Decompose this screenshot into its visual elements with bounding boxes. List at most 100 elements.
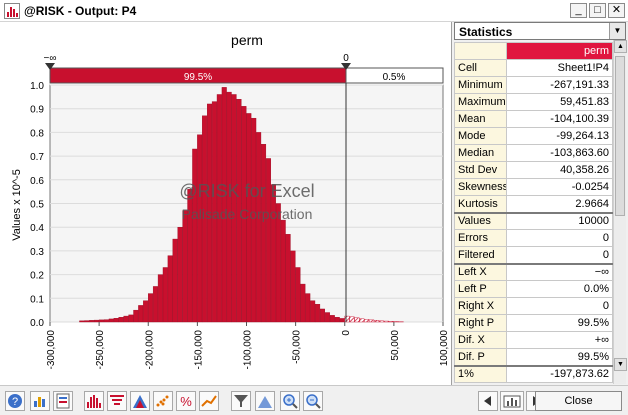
histogram-bar [138, 305, 144, 323]
x-axis-ticks: -300,000 -250,000 -200,000 -150,000 -100,000… [46, 322, 450, 369]
right-delimiter-handle[interactable] [341, 63, 351, 70]
scroll-up-icon[interactable]: ▲ [614, 40, 627, 53]
histogram-bar [305, 293, 311, 323]
report-button[interactable] [53, 391, 73, 411]
stats-label: Kurtosis [454, 195, 507, 213]
window-title: @RISK - Output: P4 [24, 4, 137, 18]
arrow-left-icon [484, 396, 491, 406]
stats-row: Minimum -267,191.33 [454, 76, 613, 94]
statistics-dropdown[interactable]: Statistics ▼ [454, 22, 626, 40]
stats-value: 0 [506, 246, 613, 264]
histogram-bar [94, 319, 100, 323]
stats-value: 59,451.83 [506, 93, 613, 111]
tornado-view-button[interactable] [107, 391, 127, 411]
histogram-chart: perm Values x 10^-5 99.5% 0.5% −∞ 0 0.00… [11, 32, 450, 369]
chart-area: perm Values x 10^-5 99.5% 0.5% −∞ 0 0.0 0… [0, 22, 451, 385]
stats-row: Left P 0.0% [454, 280, 613, 298]
stats-label: 1% [454, 364, 507, 383]
histogram-bar [226, 91, 232, 323]
stats-value: -0.0254 [506, 178, 613, 196]
maximize-button[interactable]: □ [589, 3, 606, 18]
histogram-icon [87, 395, 101, 408]
y-tick-label: 0.0 [30, 318, 44, 329]
stats-label: Skewness [454, 178, 507, 196]
distribution-view-button[interactable] [130, 391, 150, 411]
stats-row: 1% -197,873.62 [454, 364, 613, 383]
vertical-scrollbar[interactable]: ▲ ▼ [613, 40, 627, 384]
y-axis-label: Values x 10^-5 [11, 169, 23, 241]
overlay-button[interactable] [255, 391, 275, 411]
stats-row: Errors 0 [454, 229, 613, 247]
y-tick-label: 0.2 [30, 271, 44, 282]
histogram-bar [197, 134, 203, 323]
maximize-icon: □ [594, 4, 601, 16]
stats-label: Left P [454, 280, 507, 298]
y-tick-label: 0.9 [30, 105, 44, 116]
histogram-bar [192, 148, 198, 323]
stats-value: +∞ [506, 331, 613, 349]
left-delimiter-handle[interactable] [45, 63, 55, 70]
chart-options-button[interactable] [30, 391, 50, 411]
histogram-bar [182, 210, 188, 323]
stats-value: 99.5% [506, 348, 613, 366]
y-tick-label: 0.3 [30, 247, 44, 258]
stats-value: 0 [506, 229, 613, 247]
histogram-bar [354, 317, 360, 323]
stats-row: Mode -99,264.13 [454, 127, 613, 145]
graph-navigator-button[interactable] [500, 391, 524, 411]
stats-row: Left X −∞ [454, 262, 613, 281]
stats-row: Median -103,863.60 [454, 144, 613, 162]
x-tick-label: 100,000 [439, 330, 450, 367]
close-window-button[interactable]: ✕ [608, 3, 625, 18]
histogram-bar [157, 274, 163, 323]
chevron-down-icon[interactable]: ▼ [609, 23, 625, 39]
filter-button[interactable] [231, 391, 251, 411]
histogram-bar [187, 189, 193, 323]
histogram-bar [344, 315, 350, 323]
stats-row: Filtered 0 [454, 246, 613, 264]
stats-value: Sheet1!P4 [506, 59, 613, 77]
close-icon: ✕ [611, 4, 622, 16]
stats-value: −∞ [506, 262, 613, 281]
x-tick-label: 0 [341, 330, 352, 336]
histogram-bar [211, 101, 217, 323]
summary-button[interactable] [199, 391, 219, 411]
watermark-line-1: @RISK for Excel [179, 181, 314, 201]
stats-label: Right X [454, 297, 507, 315]
histogram-bar [280, 219, 286, 323]
histogram-bar [349, 316, 355, 323]
watermark-line-2: Palisade Corporation [182, 206, 313, 222]
histogram-bar [329, 315, 335, 323]
statistics-pane: Statistics ▼ perm Cell Sheet1!P4 Minimum -2… [451, 22, 628, 385]
percent-button[interactable]: % [176, 391, 196, 411]
stats-row: Cell Sheet1!P4 [454, 59, 613, 77]
previous-button[interactable] [478, 391, 498, 411]
histogram-view-button[interactable] [84, 391, 104, 411]
close-button[interactable]: Close [535, 391, 622, 411]
histogram-bar [172, 238, 178, 323]
y-tick-label: 0.8 [30, 128, 44, 139]
x-tick-label: -200,000 [144, 330, 155, 370]
scatter-view-button[interactable] [153, 391, 173, 411]
scroll-thumb[interactable] [615, 56, 625, 216]
zoom-in-button[interactable] [280, 391, 300, 411]
histogram-bar [369, 319, 375, 323]
x-tick-label: -300,000 [46, 330, 57, 370]
histogram-bar [310, 300, 316, 323]
histogram-bar [231, 94, 237, 323]
histogram-bar [246, 113, 252, 323]
zoom-out-button[interactable] [303, 391, 323, 411]
y-tick-label: 0.7 [30, 152, 44, 163]
stats-label: Mode [454, 127, 507, 145]
stats-label: Left X [454, 262, 507, 281]
stats-label: Maximum [454, 93, 507, 111]
right-delimiter-label: 0 [343, 53, 349, 64]
stats-row: Std Dev 40,358.26 [454, 161, 613, 179]
histogram-bar [324, 312, 330, 323]
scroll-down-icon[interactable]: ▼ [614, 358, 627, 371]
stats-label: Right P [454, 314, 507, 332]
histogram-bar [241, 106, 247, 323]
minimize-button[interactable]: _ [570, 3, 587, 18]
help-button[interactable]: ? [5, 391, 25, 411]
stats-row: Maximum 59,451.83 [454, 93, 613, 111]
